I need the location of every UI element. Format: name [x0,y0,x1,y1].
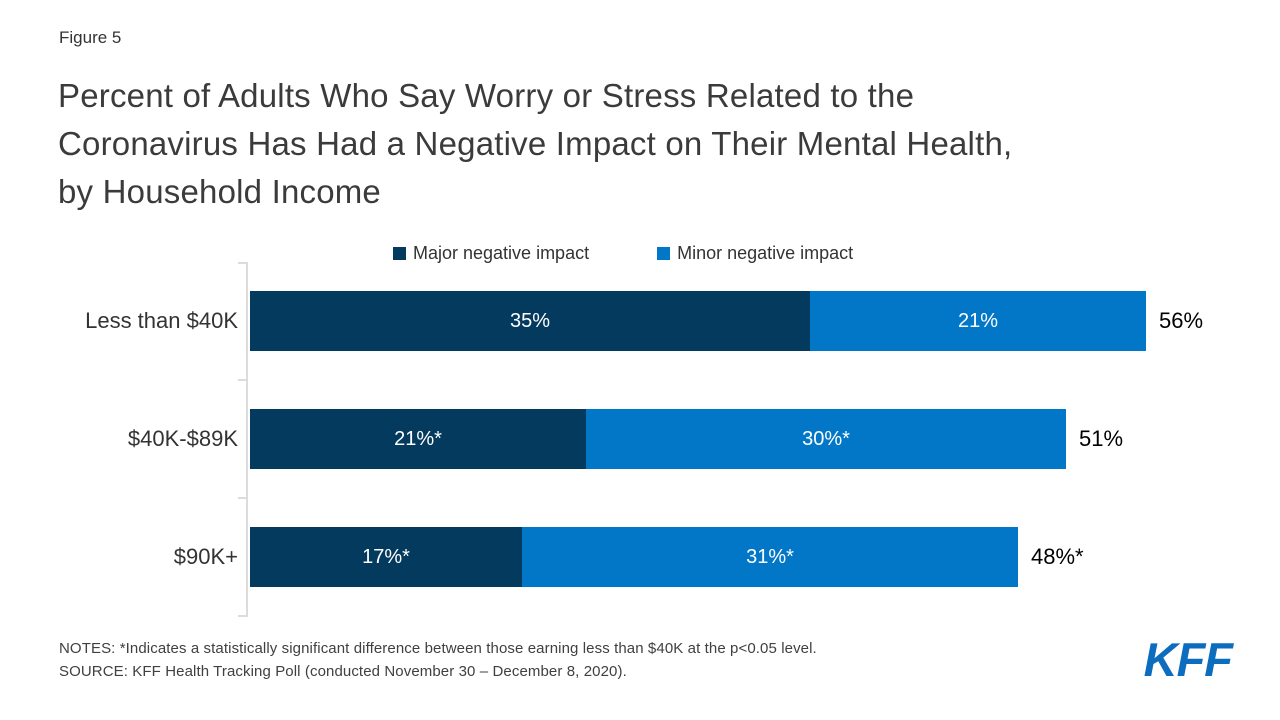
chart-title-line-1: Percent of Adults Who Say Worry or Stres… [58,77,915,114]
category-label: $90K+ [173,544,238,569]
axis-tick [238,615,246,617]
total-label: 56% [1159,308,1204,333]
axis-tick [238,379,246,381]
kff-logo: KFF [1143,633,1233,686]
legend-swatch-icon [657,247,671,260]
legend-item: Minor negative impact [657,243,853,264]
category-label: $40K-$89K [127,426,238,451]
bar-value-label: 35% [509,309,551,332]
legend-label: Major negative impact [413,243,590,263]
bar-segment-major: 17%* [250,527,522,587]
chart-row: $90K+ 17%* 31%* 48%* [40,498,1260,616]
chart-title: Percent of Adults Who Say Worry or Stres… [58,72,1012,216]
axis-tick [238,497,246,499]
total-label: 48%* [1031,544,1084,569]
legend: Major negative impact Minor negative impa… [393,243,853,264]
chart-rows: Less than $40K 35% 21% 56% $40K-$89K 21%* 30%*… [40,262,1260,616]
bar-value-label: 21% [957,309,999,332]
bar-value-label: 30%* [802,427,850,450]
chart-row: Less than $40K 35% 21% 56% [40,262,1260,380]
source-text: SOURCE: KFF Health Tracking Poll (conduc… [59,663,627,680]
legend-label: Minor negative impact [677,243,854,263]
y-axis-line [246,262,248,617]
bar-segment-minor: 30%* [586,409,1066,469]
bar-segment-major: 35% [250,291,810,351]
total-label: 51% [1079,426,1124,451]
footnotes: NOTES: *Indicates a statistically signif… [59,637,817,683]
chart-title-line-3: by Household Income [58,173,381,210]
bar-segment-major: 21%* [250,409,586,469]
axis-tick [238,262,246,264]
notes-text: NOTES: *Indicates a statistically signif… [59,640,817,657]
figure-label: Figure 5 [59,28,122,47]
chart-row: $40K-$89K 21%* 30%* 51% [40,380,1260,498]
bar-value-label: 31%* [746,545,794,568]
chart-title-line-2: Coronavirus Has Had a Negative Impact on… [58,125,1013,162]
bar-value-label: 21%* [394,427,442,450]
bar-value-label: 17%* [362,545,410,568]
bar-segment-minor: 21% [810,291,1146,351]
chart-area: Less than $40K 35% 21% 56% $40K-$89K 21%* 30%*… [40,262,1260,618]
category-label: Less than $40K [85,308,238,333]
legend-swatch-icon [393,247,406,260]
legend-item: Major negative impact [393,243,589,264]
bar-segment-minor: 31%* [522,527,1018,587]
